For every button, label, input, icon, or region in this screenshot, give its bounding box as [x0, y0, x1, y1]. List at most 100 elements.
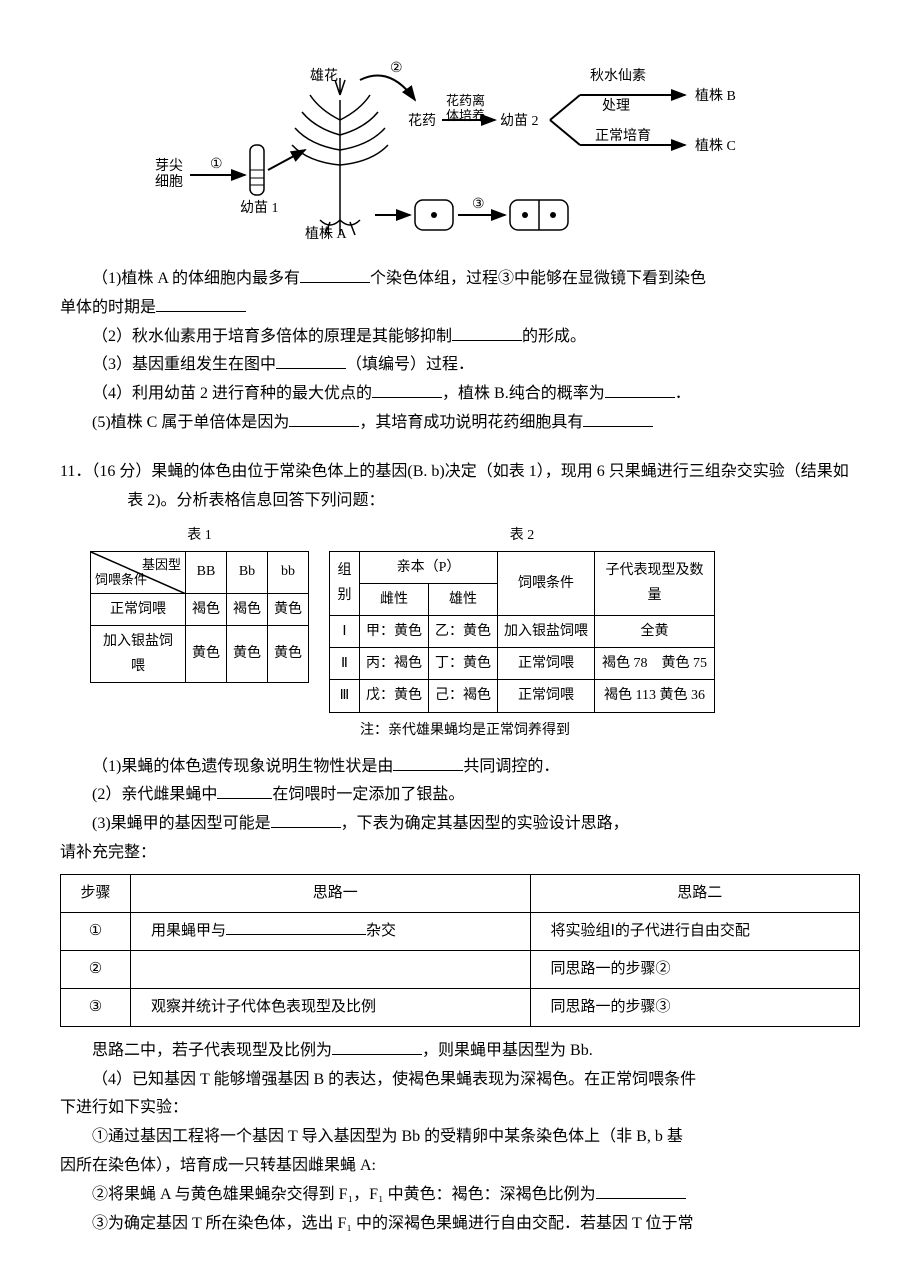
cell: 正常饲喂 — [91, 593, 186, 625]
table2-title: 表 2 — [329, 523, 715, 548]
table2: 组别 亲本（P） 饲喂条件 子代表现型及数量 雌性 雄性 Ⅰ 甲：黄色 乙：黄色… — [329, 551, 715, 713]
label-plantb: 植株 B — [695, 88, 736, 104]
cell: Ⅱ — [330, 648, 360, 680]
r3-w1: 观察并统计子代体色表现型及比例 — [131, 988, 531, 1026]
label-budtip: 芽尖 — [155, 158, 183, 174]
col-bb: BB — [186, 551, 227, 593]
q10-5b: ，其培育成功说明花药细胞具有 — [359, 414, 583, 431]
h-female: 雌性 — [360, 583, 429, 615]
cell: 丁：黄色 — [429, 648, 498, 680]
label-normalculture: 正常培育 — [595, 128, 651, 144]
q10-4b: ，植株 B.纯合的概率为 — [442, 385, 605, 402]
q11-4f: ③为确定基因 T 所在染色体，选出 F₁ 中的深褐色果蝇进行自由交配．若基因 T… — [60, 1210, 860, 1239]
h-way2: 思路二 — [530, 874, 860, 912]
cell: 黄色 — [268, 625, 309, 682]
q10-3b: （填编号）过程． — [346, 356, 474, 373]
cell: 褐色 78 黄色 75 — [595, 648, 715, 680]
cell: 戊：黄色 — [360, 680, 429, 712]
col-bb2: bb — [268, 551, 309, 593]
h-feed: 饲喂条件 — [498, 551, 595, 615]
cell: 褐色 — [186, 593, 227, 625]
label-arrow1: ① — [210, 157, 223, 172]
q11-3da: 思路二中，若子代表现型及比例为 — [92, 1042, 332, 1059]
svg-text:处理: 处理 — [602, 98, 630, 114]
blank — [156, 296, 246, 312]
q11-3a: (3)果蝇甲的基因型可能是 — [92, 815, 271, 832]
table1-title: 表 1 — [90, 523, 309, 548]
q11-4b: 下进行如下实验： — [60, 1094, 860, 1123]
q10-1c: 单体的时期是 — [60, 299, 156, 316]
q11-4d: 因所在染色体），培育成一只转基因雌果蝇 A: — [60, 1152, 860, 1181]
blank — [393, 755, 463, 771]
q10-1b: 个染色体组，过程③中能够在显微镜下看到染色 — [370, 270, 706, 287]
cell: 丙：褐色 — [360, 648, 429, 680]
svg-text:细胞: 细胞 — [155, 174, 183, 190]
r1-w1: 用果蝇甲与杂交 — [131, 912, 531, 950]
label-seedling1: 幼苗 1 — [240, 200, 279, 216]
table1-wrap: 表 1 基因型 饲喂条件 BB Bb bb 正常饲喂 褐色 褐色 黄色 — [90, 523, 309, 683]
q10-2b: 的形成。 — [522, 328, 586, 345]
h-step: 步骤 — [61, 874, 131, 912]
svg-text:体培养: 体培养 — [446, 108, 485, 123]
h-group: 组别 — [330, 551, 360, 615]
label-antherculture: 花药离 — [446, 93, 485, 108]
label-anther: 花药 — [408, 113, 436, 129]
r2-w1 — [131, 950, 531, 988]
label-plantc: 植株 C — [695, 138, 736, 154]
cell: 正常饲喂 — [498, 680, 595, 712]
q10-4c: ． — [675, 385, 691, 402]
q10-3a: （3）基因重组发生在图中 — [92, 356, 276, 373]
label-seedling2: 幼苗 2 — [500, 113, 539, 129]
cell: 褐色 113 黄色 36 — [595, 680, 715, 712]
q11-3c: 请补充完整： — [60, 839, 860, 868]
label-arrow2: ② — [390, 61, 403, 76]
cell: 乙：黄色 — [429, 615, 498, 647]
cell: 甲：黄色 — [360, 615, 429, 647]
r3-w2: 同思路一的步骤③ — [530, 988, 860, 1026]
table-note: 注：亲代雄果蝇均是正常饲养得到 — [360, 718, 860, 743]
label-colchicine: 秋水仙素 — [590, 68, 646, 84]
blank — [583, 411, 653, 427]
r3-step: ③ — [61, 988, 131, 1026]
cell: 黄色 — [268, 593, 309, 625]
label-maleflower: 雄花 — [310, 68, 338, 84]
r1-step: ① — [61, 912, 131, 950]
q11-2a: (2）亲代雌果蝇中 — [92, 786, 217, 803]
blank — [289, 411, 359, 427]
plant-a-icon — [292, 78, 388, 235]
q11-1b: 共同调控的． — [463, 758, 559, 775]
h-male: 雄性 — [429, 583, 498, 615]
design-table: 步骤 思路一 思路二 ① 用果蝇甲与杂交 将实验组Ⅰ的子代进行自由交配 ② 同思… — [60, 874, 860, 1027]
diag-header: 基因型 饲喂条件 — [91, 551, 186, 593]
q11-3b: ，下表为确定其基因型的实验设计思路， — [341, 815, 629, 832]
q11-4ea: ②将果蝇 A 与黄色雄果蝇杂交得到 F₁，F₁ 中黄色：褐色：深褐色比例为 — [92, 1186, 596, 1203]
h-off: 子代表现型及数量 — [595, 551, 715, 615]
label-planta: 植株 A — [305, 226, 347, 240]
blank — [271, 812, 341, 828]
q10-2a: （2）秋水仙素用于培育多倍体的原理是其能够抑制 — [92, 328, 452, 345]
r1-w2: 将实验组Ⅰ的子代进行自由交配 — [530, 912, 860, 950]
cell: 正常饲喂 — [498, 648, 595, 680]
cell: Ⅲ — [330, 680, 360, 712]
q11-4c: ①通过基因工程将一个基因 T 导入基因型为 Bb 的受精卵中某条染色体上（非 B… — [60, 1123, 860, 1152]
h-parent: 亲本（P） — [360, 551, 498, 583]
blank — [452, 325, 522, 341]
q10-4a: （4）利用幼苗 2 进行育种的最大优点的 — [92, 385, 372, 402]
q10: （1)植株 A 的体细胞内最多有个染色体组，过程③中能够在显微镜下看到染色 单体… — [60, 265, 860, 438]
q11-head: 11．（16 分）果蝇的体色由位于常染色体上的基因(B. b)决定（如表 1），… — [127, 458, 860, 516]
cell: 褐色 — [227, 593, 268, 625]
blank — [596, 1183, 686, 1199]
q11-2b: 在饲喂时一定添加了银盐。 — [272, 786, 464, 803]
label-arrow3: ③ — [472, 197, 485, 212]
cell: 加入银盐饲喂 — [91, 625, 186, 682]
cell: 黄色 — [227, 625, 268, 682]
table2-wrap: 表 2 组别 亲本（P） 饲喂条件 子代表现型及数量 雌性 雄性 Ⅰ 甲：黄色 … — [329, 523, 715, 712]
blank — [372, 382, 442, 398]
blank — [605, 382, 675, 398]
blank — [226, 920, 366, 935]
blank — [276, 353, 346, 369]
q11-4a: （4）已知基因 T 能够增强基因 B 的表达，使褐色果蝇表现为深褐色。在正常饲喂… — [60, 1066, 860, 1095]
q11-3db: ，则果蝇甲基因型为 Bb. — [422, 1042, 593, 1059]
cell: 黄色 — [186, 625, 227, 682]
q11: 11．（16 分）果蝇的体色由位于常染色体上的基因(B. b)决定（如表 1），… — [60, 458, 860, 1239]
